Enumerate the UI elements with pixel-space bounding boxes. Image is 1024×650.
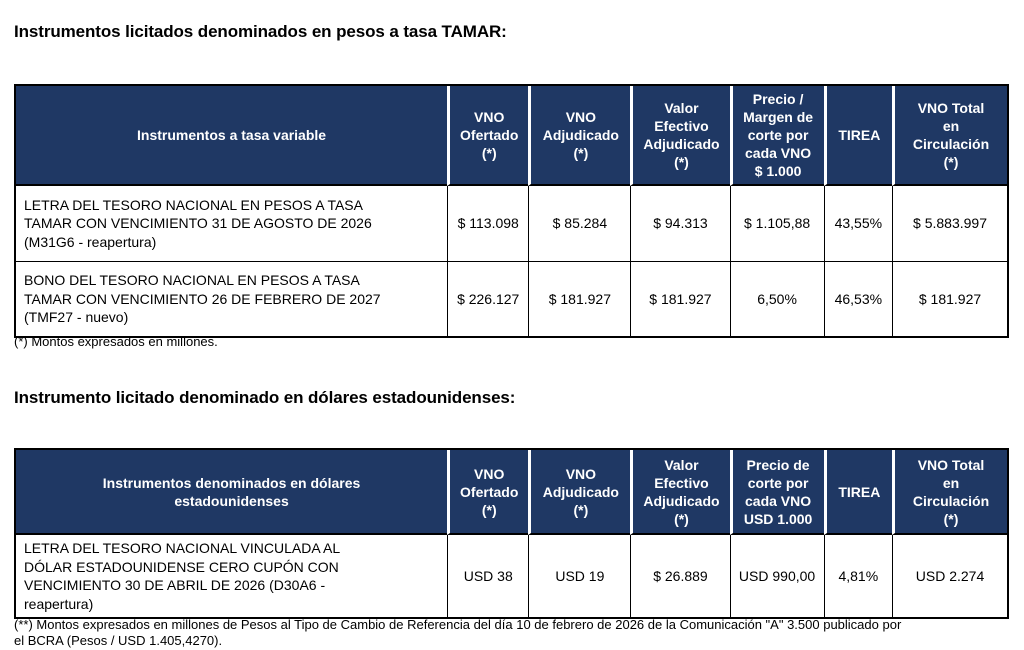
header-vno-adjudicado: VNO Adjudicado (*)	[528, 450, 631, 535]
cell-instrument: LETRA DEL TESORO NACIONAL EN PESOS A TAS…	[16, 186, 448, 262]
footnote-millones: (*) Montos expresados en millones.	[14, 334, 218, 349]
header-vno-total: VNO Total en Circulación (*)	[892, 86, 1007, 186]
cell-vno-adjudicado: USD 19	[528, 535, 631, 617]
cell-vno-total: USD 2.274	[892, 535, 1007, 617]
cell-valor-efectivo: $ 26.889	[630, 535, 730, 617]
cell-tirea: 4,81%	[823, 535, 893, 617]
header-instrumentos: Instrumentos a tasa variable	[16, 86, 448, 186]
cell-vno-total: $ 5.883.997	[892, 186, 1007, 262]
cell-vno-adjudicado: $ 85.284	[528, 186, 631, 262]
cell-precio-corte: USD 990,00	[729, 535, 824, 617]
header-valor-efectivo: Valor Efectivo Adjudicado (*)	[630, 450, 730, 535]
header-valor-efectivo: Valor Efectivo Adjudicado (*)	[630, 86, 730, 186]
table-row: LETRA DEL TESORO NACIONAL EN PESOS A TAS…	[16, 186, 1007, 262]
header-vno-adjudicado: VNO Adjudicado (*)	[528, 86, 631, 186]
header-tirea: TIREA	[823, 86, 893, 186]
table-pesos-tamar: Instrumentos a tasa variable VNO Ofertad…	[14, 84, 1009, 338]
footnote-tipo-cambio: (**) Montos expresados en millones de Pe…	[14, 617, 902, 648]
header-instrumentos-usd: Instrumentos denominados en dólares esta…	[16, 450, 448, 535]
header-vno-ofertado: VNO Ofertado (*)	[447, 450, 529, 535]
cell-tirea: 46,53%	[823, 262, 893, 336]
heading-usd: Instrumento licitado denominado en dólar…	[14, 388, 516, 407]
cell-precio-margen: $ 1.105,88	[729, 186, 824, 262]
table-row: LETRA DEL TESORO NACIONAL VINCULADA AL D…	[16, 535, 1007, 617]
cell-instrument: LETRA DEL TESORO NACIONAL VINCULADA AL D…	[16, 535, 448, 617]
heading-pesos-tamar: Instrumentos licitados denominados en pe…	[14, 22, 507, 41]
table-header-row: Instrumentos denominados en dólares esta…	[16, 450, 1007, 535]
table-header-row: Instrumentos a tasa variable VNO Ofertad…	[16, 86, 1007, 186]
cell-valor-efectivo: $ 94.313	[630, 186, 730, 262]
header-tirea: TIREA	[823, 450, 893, 535]
cell-instrument: BONO DEL TESORO NACIONAL EN PESOS A TASA…	[16, 262, 448, 336]
header-vno-ofertado: VNO Ofertado (*)	[447, 86, 529, 186]
cell-vno-ofertado: $ 113.098	[447, 186, 529, 262]
cell-vno-adjudicado: $ 181.927	[528, 262, 631, 336]
cell-vno-ofertado: USD 38	[447, 535, 529, 617]
cell-tirea: 43,55%	[823, 186, 893, 262]
cell-vno-total: $ 181.927	[892, 262, 1007, 336]
cell-valor-efectivo: $ 181.927	[630, 262, 730, 336]
header-vno-total: VNO Total en Circulación (*)	[892, 450, 1007, 535]
table-usd: Instrumentos denominados en dólares esta…	[14, 448, 1009, 619]
table-row: BONO DEL TESORO NACIONAL EN PESOS A TASA…	[16, 262, 1007, 336]
header-precio-margen: Precio / Margen de corte por cada VNO $ …	[729, 86, 824, 186]
cell-vno-ofertado: $ 226.127	[447, 262, 529, 336]
cell-precio-margen: 6,50%	[729, 262, 824, 336]
header-precio-corte: Precio de corte por cada VNO USD 1.000	[729, 450, 824, 535]
